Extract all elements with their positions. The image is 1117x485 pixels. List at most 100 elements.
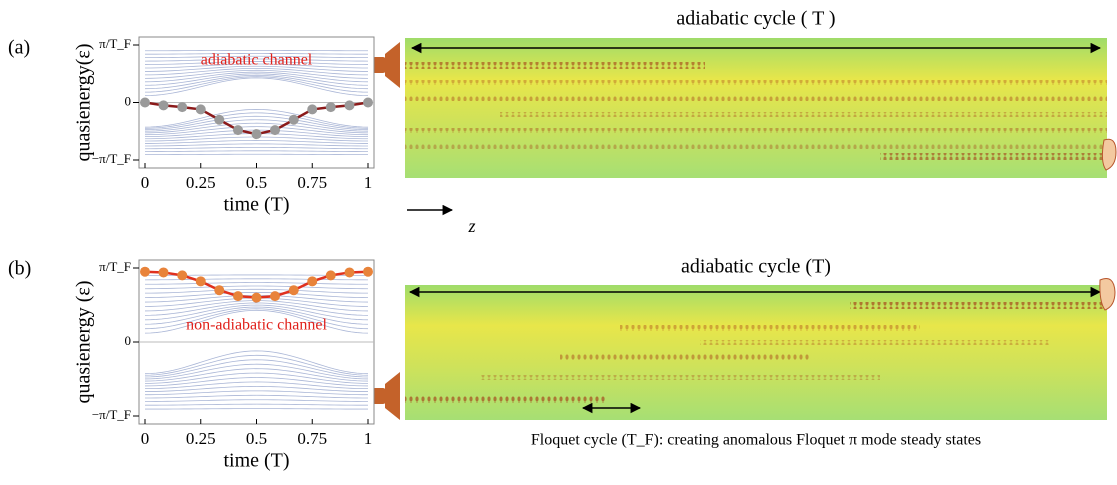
band-line (144, 74, 369, 90)
band-line (144, 61, 369, 65)
marker (140, 97, 150, 108)
band-line (144, 67, 369, 76)
marker (307, 104, 318, 115)
marker (195, 276, 206, 287)
band-line (144, 302, 369, 316)
band-line (144, 285, 369, 290)
band-line (144, 309, 369, 334)
marker (344, 100, 355, 111)
y-tick-label: −π/T_F (92, 151, 131, 166)
x-axis-label: time (T) (223, 450, 289, 472)
speaker-icon (385, 42, 400, 88)
x-tick-label: 0.25 (186, 429, 216, 448)
x-tick-label: 0.5 (246, 173, 267, 192)
marker (232, 125, 243, 136)
band-line (144, 63, 369, 69)
band-line (144, 394, 369, 399)
ear-icon (1101, 138, 1117, 171)
marker (307, 276, 318, 287)
x-tick-label: 0.75 (297, 173, 327, 192)
band-line (144, 390, 369, 396)
x-tick-label: 1 (364, 429, 373, 448)
band-line (144, 368, 369, 382)
panel-title: adiabatic cycle (T) (681, 256, 831, 278)
band-line (144, 372, 369, 384)
band-line (144, 65, 369, 72)
band-line (144, 112, 369, 129)
band-line (144, 377, 369, 387)
x-axis-label: time (T) (223, 194, 289, 216)
panel-label: (b) (8, 258, 31, 280)
marker (251, 292, 262, 303)
y-tick-label: π/T_F (99, 259, 131, 274)
band-line (144, 122, 369, 134)
band-line (144, 73, 369, 86)
marker (288, 285, 299, 296)
x-tick-label: 0.5 (246, 429, 267, 448)
marker (325, 270, 336, 281)
y-axis-label: quasienergy(ε) (73, 44, 95, 162)
marker (363, 97, 373, 108)
x-tick-label: 0.25 (186, 173, 216, 192)
marker (325, 102, 336, 113)
marker (195, 104, 206, 115)
band-line (144, 306, 369, 325)
marker (232, 291, 243, 302)
band-line (144, 58, 369, 62)
marker (251, 129, 262, 140)
marker (270, 291, 281, 302)
caption: Floquet cycle (T_F): creating anomalous … (531, 432, 981, 449)
marker (214, 285, 225, 296)
band-line (144, 292, 369, 298)
band-line (144, 308, 369, 330)
speaker-icon (372, 388, 386, 404)
band-line (144, 55, 369, 59)
band-line (144, 71, 369, 83)
panel-label: (a) (8, 37, 30, 59)
marker (158, 100, 169, 111)
band-line (144, 350, 369, 375)
band-line (144, 108, 369, 128)
y-axis-label: quasienergy (ε) (73, 281, 95, 404)
band-line (144, 115, 369, 131)
marker (177, 270, 188, 281)
x-tick-label: 0 (141, 429, 150, 448)
axis-label: z (467, 216, 475, 236)
marker (177, 102, 188, 113)
speaker-icon (372, 57, 386, 73)
band-line (144, 52, 369, 55)
marker (270, 125, 281, 136)
band-line (144, 288, 369, 294)
x-tick-label: 1 (364, 173, 373, 192)
ear-icon (1099, 278, 1116, 311)
band-line (144, 403, 369, 406)
band-line (144, 126, 369, 136)
band-line (144, 354, 369, 376)
y-tick-label: π/T_F (99, 36, 131, 51)
panel-title: adiabatic cycle ( T ) (676, 8, 835, 30)
band-line (144, 381, 369, 390)
annotation: adiabatic channel (201, 52, 313, 69)
y-tick-label: 0 (125, 93, 132, 108)
band-line (144, 69, 369, 79)
band-line (144, 304, 369, 321)
y-tick-label: 0 (125, 333, 132, 348)
x-tick-label: 0 (141, 173, 150, 192)
marker (363, 266, 373, 277)
marker (158, 267, 169, 278)
annotation: non-adiabatic channel (186, 317, 327, 334)
marker (288, 114, 299, 125)
band-line (144, 140, 369, 144)
band-line (144, 150, 369, 153)
speaker-icon (385, 372, 400, 420)
band-line (144, 76, 369, 93)
x-tick-label: 0.75 (297, 429, 327, 448)
band-line (144, 399, 369, 402)
heatmap-stripes (405, 62, 1107, 160)
band-line (144, 363, 369, 380)
heatmap-stripes (405, 302, 1107, 403)
band-line (144, 119, 369, 132)
band-line (144, 143, 369, 147)
marker (140, 266, 150, 277)
marker (214, 114, 225, 125)
